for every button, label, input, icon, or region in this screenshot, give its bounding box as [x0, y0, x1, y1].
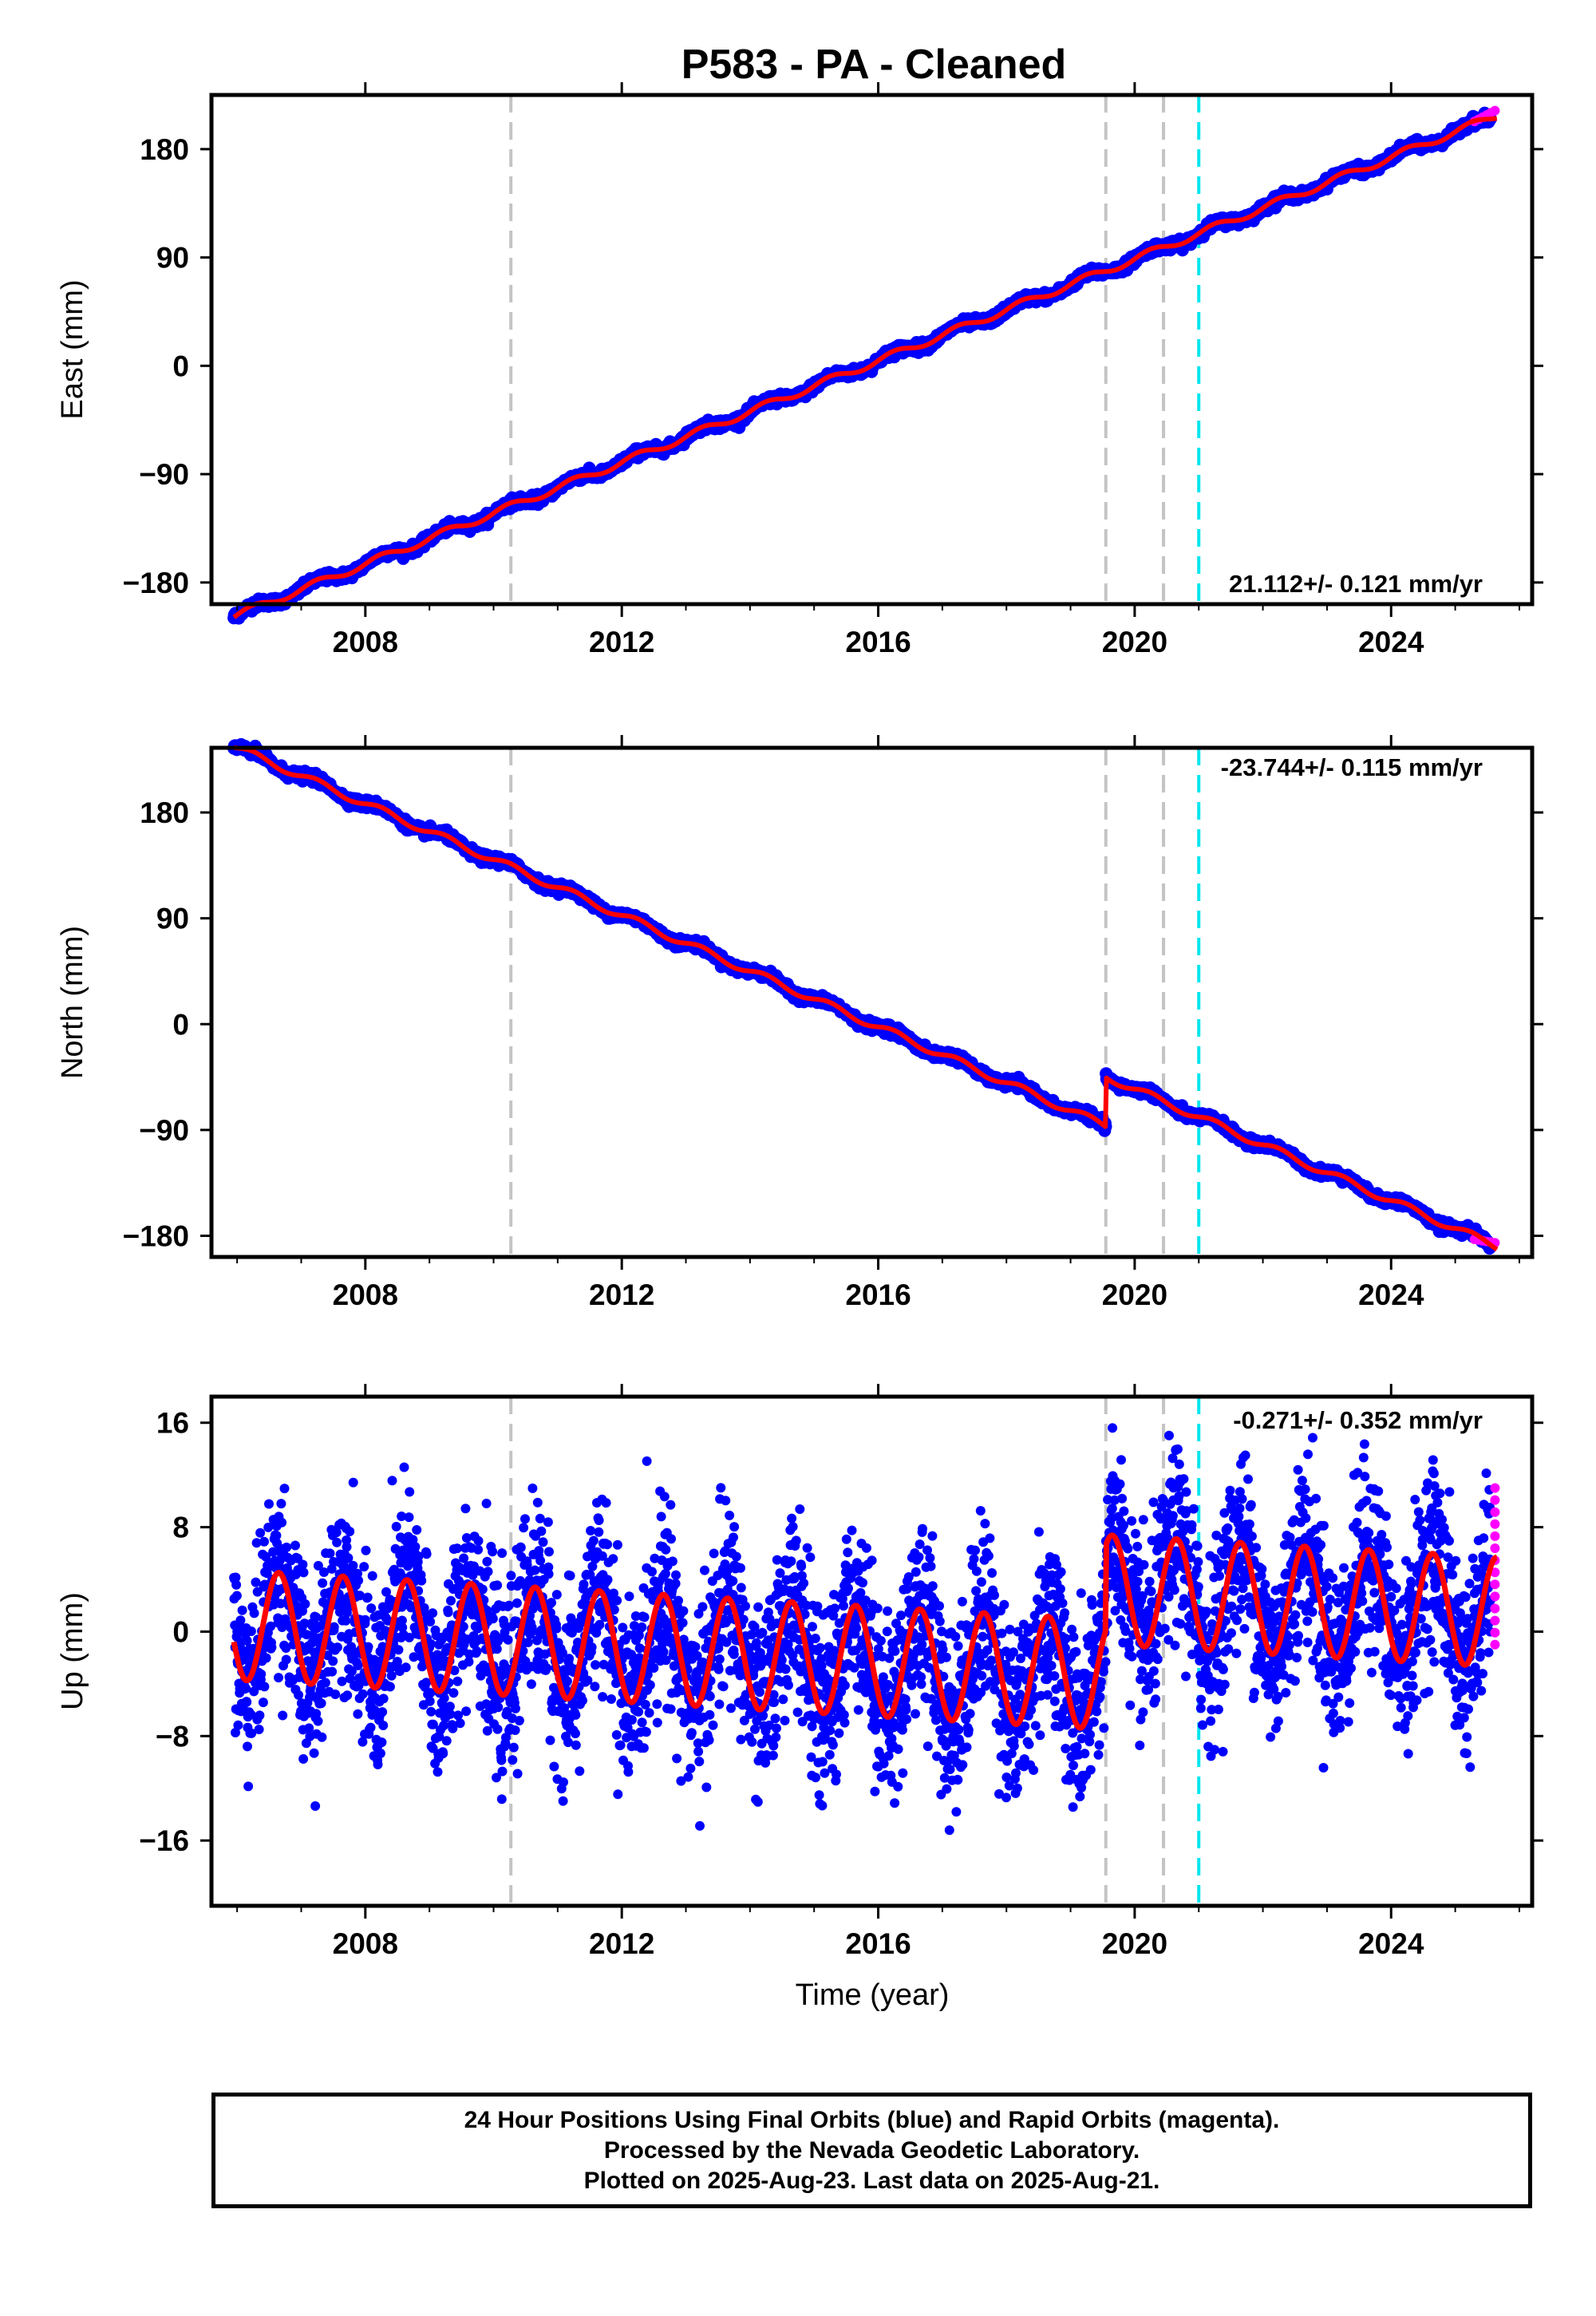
east-model-line	[232, 116, 1499, 619]
east-x-tick-label: 2012	[589, 626, 654, 658]
east-y-axis-label: East (mm)	[56, 279, 89, 419]
east-y-tick-label: −180	[123, 567, 189, 599]
east-x-tick-label: 2016	[845, 626, 911, 658]
east-panel: −180 −90 0 90 180 2008 2012 2016 2020 2024 East (…	[56, 82, 1543, 658]
east-x-tick-label: 2024	[1358, 626, 1424, 658]
east-y-tick-label: 90	[156, 242, 189, 275]
east-y-tick-label: 0	[172, 350, 189, 382]
chart-title: P583 - PA - Cleaned	[681, 41, 1067, 88]
east-y-tick-label: 180	[140, 133, 189, 166]
east-x-tick-label: 2020	[1102, 626, 1167, 658]
east-x-tick-label: 2008	[333, 626, 398, 658]
east-plot-area: −180 −90 0 90 180 2008 2012 2016 2020 2024	[123, 82, 1543, 658]
north-data-points	[227, 737, 1497, 1255]
east-y-tick-label: −90	[139, 458, 189, 491]
east-rate-label: 21.112+/- 0.121 mm/yr	[1229, 570, 1483, 598]
east-rapid-point	[1490, 105, 1500, 116]
